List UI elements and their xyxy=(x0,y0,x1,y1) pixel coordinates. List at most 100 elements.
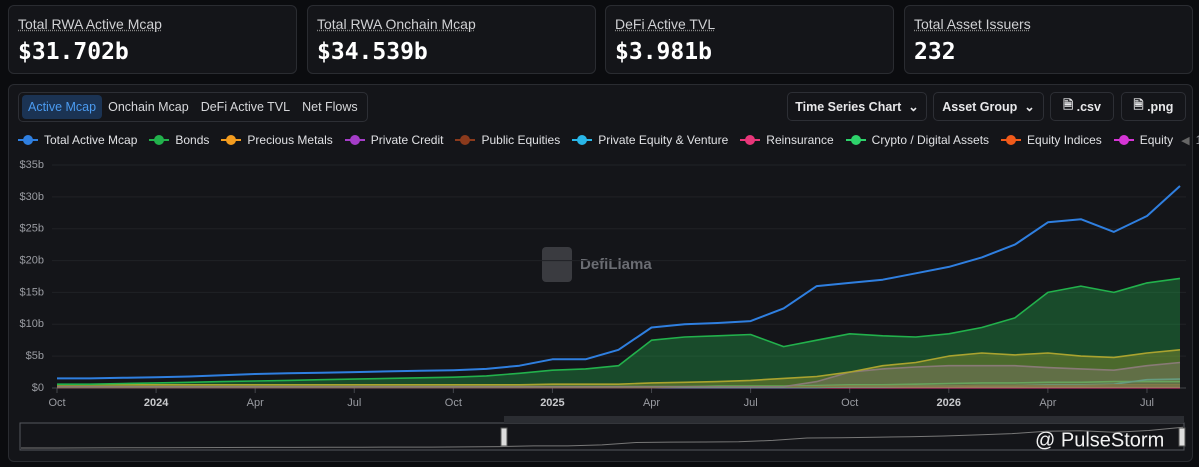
watermark: DefiLlama xyxy=(580,256,652,273)
stat-card: Total Asset Issuers 232 xyxy=(904,5,1193,74)
x-tick-label: Apr xyxy=(643,397,660,409)
x-tick-label: Apr xyxy=(1039,397,1056,409)
credit: @ PulseStorm xyxy=(1035,429,1164,451)
legend-dot xyxy=(349,135,360,145)
legend-label: Equity Indices xyxy=(1027,133,1102,147)
tab[interactable]: Active Mcap xyxy=(22,95,103,119)
legend-swatch xyxy=(1001,135,1022,145)
dropdown[interactable]: Asset Group ⌄ xyxy=(933,92,1044,121)
button-label: Asset Group xyxy=(942,99,1018,114)
x-tick-label: Oct xyxy=(841,397,858,409)
stat-card: Total RWA Active Mcap $31.702b xyxy=(8,5,297,74)
legend-swatch xyxy=(18,135,38,145)
stat-label: Total RWA Active Mcap xyxy=(18,16,162,32)
legend-swatch xyxy=(455,135,476,145)
x-tick-label: Oct xyxy=(48,397,65,409)
legend-dot xyxy=(850,135,861,145)
legend-label: Private Credit xyxy=(370,133,444,147)
legend-label: Total Active Mcap xyxy=(44,133,138,147)
legend-dot xyxy=(460,135,471,145)
legend-dot xyxy=(226,135,237,145)
legend-swatch xyxy=(572,135,593,145)
navigator-line xyxy=(21,426,1184,449)
button-label: .png xyxy=(1147,99,1174,114)
legend-dot xyxy=(23,135,33,145)
legend: Total Active Mcap Bonds Precious Metals Pri… xyxy=(18,133,1199,147)
tab[interactable]: Onchain Mcap xyxy=(108,100,189,114)
x-tick-label: 2024 xyxy=(144,397,169,409)
legend-item[interactable]: Reinsurance xyxy=(740,133,834,147)
download-button[interactable]: 🗎 .png xyxy=(1121,92,1186,121)
navigator xyxy=(19,422,1185,451)
button-label: .csv xyxy=(1076,99,1101,114)
legend-dot xyxy=(1006,135,1017,145)
legend-item[interactable]: Bonds xyxy=(149,133,209,147)
dropdown[interactable]: Time Series Chart ⌄ xyxy=(787,92,927,121)
legend-item[interactable]: Crypto / Digital Assets xyxy=(845,133,990,147)
legend-item[interactable]: Equity Indices xyxy=(1001,133,1102,147)
button-label: Time Series Chart xyxy=(795,99,902,114)
y-tick-label: $0 xyxy=(32,382,44,394)
legend-item[interactable]: Public Equities xyxy=(455,133,560,147)
x-tick-label: 2025 xyxy=(540,397,564,409)
series-line xyxy=(57,277,1181,385)
series-line xyxy=(57,349,1181,386)
legend-label: Bonds xyxy=(175,133,210,147)
watermark-logo xyxy=(542,247,572,282)
x-tick-label: Oct xyxy=(445,397,462,409)
stat-label: DeFi Active TVL xyxy=(615,16,716,32)
legend-item[interactable]: Equity xyxy=(1113,133,1174,147)
legend-label: Reinsurance xyxy=(766,133,834,147)
legend-item[interactable]: Private Equity & Venture xyxy=(572,133,728,147)
series-line xyxy=(57,185,1181,380)
y-tick-label: $20b xyxy=(20,254,44,266)
stat-value: $31.702b xyxy=(18,39,129,65)
x-tick-label: Jul xyxy=(347,397,361,409)
legend-dot xyxy=(1118,135,1129,145)
tab[interactable]: Net Flows xyxy=(302,100,358,114)
y-tick-label: $10b xyxy=(20,318,44,330)
series-line xyxy=(57,361,1181,388)
tab-group: Active Mcap Onchain Mcap DeFi Active TVL… xyxy=(18,92,368,122)
navigator-handle[interactable] xyxy=(500,427,508,447)
legend-dot xyxy=(154,135,165,145)
legend-label: Public Equities xyxy=(481,133,561,147)
y-tick-label: $25b xyxy=(20,223,44,235)
legend-dot xyxy=(577,135,588,145)
legend-swatch xyxy=(845,135,866,145)
legend-label: Precious Metals xyxy=(247,133,333,147)
legend-item[interactable]: Total Active Mcap xyxy=(18,133,137,147)
legend-dot xyxy=(745,135,756,145)
y-tick-label: $30b xyxy=(20,191,44,203)
legend-page: 1/3 xyxy=(1195,133,1199,147)
stat-label: Total Asset Issuers xyxy=(914,16,1031,32)
stat-label: Total RWA Onchain Mcap xyxy=(317,16,476,32)
navigator-handle[interactable] xyxy=(1178,427,1186,447)
tab[interactable]: DeFi Active TVL xyxy=(200,100,291,114)
x-tick-label: Jul xyxy=(1140,397,1154,409)
legend-item[interactable]: Precious Metals xyxy=(221,133,333,147)
series-area xyxy=(57,278,1180,388)
x-tick-label: Jul xyxy=(744,397,758,409)
download-button[interactable]: 🗎 .csv xyxy=(1050,92,1114,121)
legend-item[interactable]: Private Credit xyxy=(344,133,444,147)
series-area xyxy=(57,362,1180,388)
series-area xyxy=(57,349,1180,388)
legend-label: Crypto / Digital Assets xyxy=(871,133,990,147)
y-tick-label: $5b xyxy=(26,350,44,362)
y-tick-label: $15b xyxy=(20,286,44,298)
legend-swatch xyxy=(740,135,761,145)
legend-label: Private Equity & Venture xyxy=(598,133,729,147)
stat-value: $34.539b xyxy=(317,39,428,65)
navigator-handle-bar xyxy=(504,416,1184,423)
chart-panel xyxy=(8,84,1193,462)
stat-value: $3.981b xyxy=(615,39,712,65)
legend-swatch xyxy=(149,135,170,145)
legend-label: Equity xyxy=(1139,133,1174,147)
y-tick-label: $35b xyxy=(20,159,44,171)
x-tick-label: Apr xyxy=(247,397,264,409)
stat-card: DeFi Active TVL $3.981b xyxy=(605,5,894,74)
legend-prev[interactable]: ◀ xyxy=(1181,134,1190,147)
